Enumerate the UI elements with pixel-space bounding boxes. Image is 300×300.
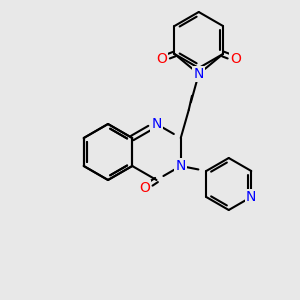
Text: N: N [246, 190, 256, 204]
Text: O: O [231, 52, 242, 66]
Text: N: N [194, 67, 204, 81]
Text: N: N [151, 117, 162, 131]
Text: O: O [139, 181, 150, 195]
Text: N: N [176, 159, 186, 173]
Text: O: O [156, 52, 167, 66]
